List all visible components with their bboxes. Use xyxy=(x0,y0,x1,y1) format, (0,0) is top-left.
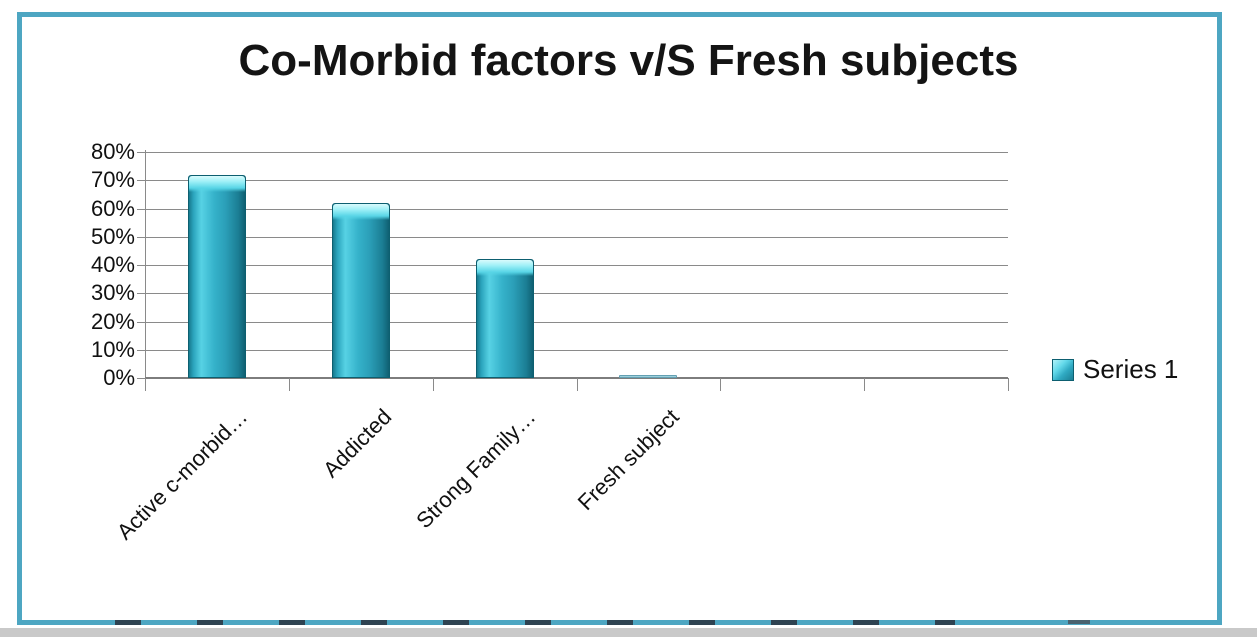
bar-top-highlight xyxy=(332,203,389,220)
x-axis-tick xyxy=(1008,378,1009,391)
y-axis-label: 80% xyxy=(90,139,135,164)
bar-top-highlight xyxy=(476,260,533,277)
bar xyxy=(331,202,390,378)
bar xyxy=(187,174,246,378)
bottom-strip xyxy=(0,628,1257,637)
cutoff-text-remnant xyxy=(1068,620,1090,624)
x-axis-tick xyxy=(432,378,434,391)
legend-label: Series 1 xyxy=(1083,354,1179,384)
gridline xyxy=(137,208,1008,210)
y-axis-label: 40% xyxy=(90,252,135,277)
bar-top-highlight xyxy=(188,175,245,192)
bar xyxy=(475,259,534,378)
x-axis-tick xyxy=(864,378,866,391)
gridline xyxy=(137,265,1008,266)
y-axis-label: 20% xyxy=(90,308,135,334)
y-axis-label: 0% xyxy=(103,365,135,390)
gridline xyxy=(137,349,1008,351)
bar xyxy=(619,375,678,378)
x-axis-tick xyxy=(145,378,146,391)
gridline xyxy=(137,180,1008,182)
cutoff-text-remnant xyxy=(115,620,955,625)
y-axis-label: 60% xyxy=(90,195,135,221)
chart-legend: Series 1 xyxy=(1052,354,1178,385)
x-axis-label: Strong Family… xyxy=(411,404,541,534)
x-axis-label: Active c-morbid… xyxy=(112,404,253,545)
gridline xyxy=(137,152,1008,153)
gridline xyxy=(137,293,1008,295)
y-axis-label: 70% xyxy=(90,167,135,193)
x-axis-label: Addicted xyxy=(318,404,397,483)
y-axis-label: 50% xyxy=(90,223,135,249)
gridline xyxy=(137,321,1008,323)
x-axis-label: Fresh subject xyxy=(573,404,685,516)
x-axis-tick xyxy=(720,378,722,391)
series1-swatch-icon xyxy=(1052,358,1074,381)
chart-title: Co-Morbid factors v/S Fresh subjects xyxy=(238,36,1019,85)
y-axis-label: 30% xyxy=(90,280,135,306)
x-axis-tick xyxy=(288,378,290,391)
gridline xyxy=(137,236,1008,238)
y-axis-line xyxy=(145,150,146,391)
x-axis-tick xyxy=(576,378,578,391)
y-axis-label: 10% xyxy=(90,336,135,362)
